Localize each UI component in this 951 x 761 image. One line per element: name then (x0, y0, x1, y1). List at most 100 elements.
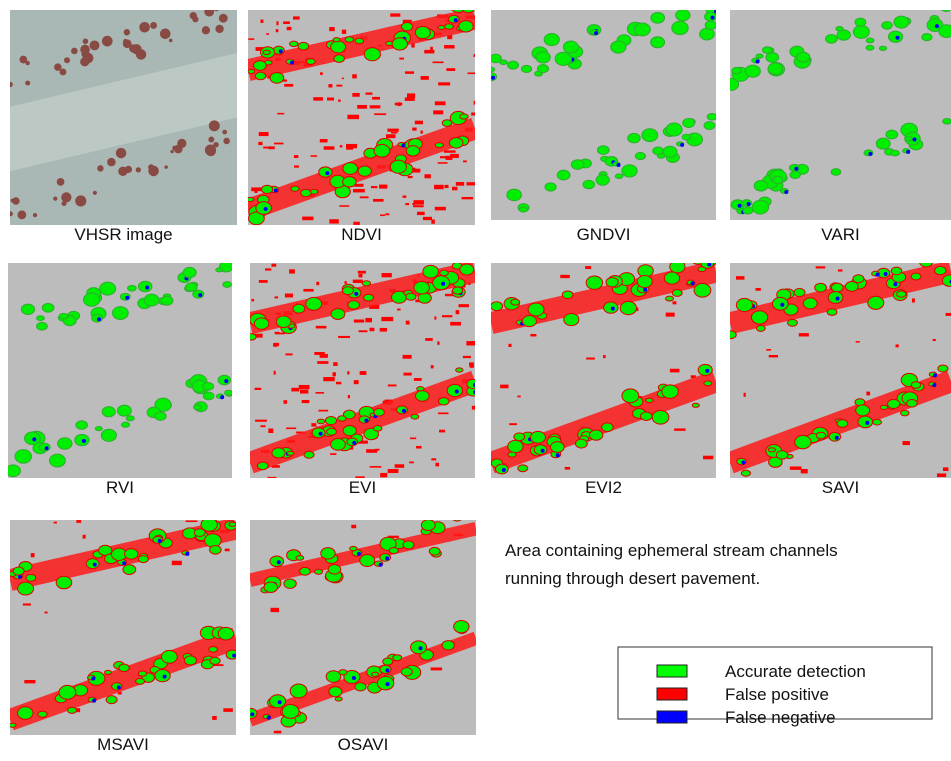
detection (284, 579, 296, 588)
noise (403, 355, 412, 359)
noise (933, 339, 936, 341)
noise (277, 113, 284, 115)
detection (940, 1, 951, 11)
detection (732, 67, 741, 73)
detection (106, 696, 117, 704)
noise (446, 68, 455, 71)
detection (911, 273, 921, 280)
missed (747, 202, 751, 206)
noise (329, 219, 338, 223)
noise (413, 200, 423, 204)
legend-label: False negative (725, 708, 836, 727)
panel: GNDVI (486, 4, 722, 244)
missed (364, 419, 368, 423)
detection (186, 283, 197, 291)
detection (891, 267, 902, 275)
noise (344, 281, 346, 284)
noise (424, 174, 430, 178)
noise (500, 385, 508, 389)
noise (450, 154, 459, 158)
detection (462, 4, 474, 13)
detection (9, 723, 16, 727)
detection (327, 428, 337, 435)
detection (442, 120, 452, 127)
detection (829, 432, 841, 441)
noise (421, 131, 423, 134)
detection (415, 27, 430, 39)
noise (766, 349, 771, 351)
noise (424, 50, 434, 54)
missed (250, 712, 254, 716)
noise (300, 390, 308, 394)
detection (389, 547, 398, 553)
shrub (123, 39, 132, 48)
detection (676, 10, 690, 21)
missed (198, 293, 202, 297)
detection (301, 189, 312, 197)
noise (466, 341, 477, 345)
detection (511, 299, 520, 305)
detection (795, 435, 811, 448)
detection (18, 582, 34, 595)
shrub (8, 211, 13, 216)
detection (102, 407, 115, 417)
noise (403, 373, 411, 376)
detection (272, 448, 285, 458)
detection (362, 281, 370, 286)
detection (544, 33, 559, 45)
noise (186, 520, 198, 522)
noise (434, 316, 436, 319)
noise (410, 438, 416, 440)
noise (433, 110, 443, 114)
detection (704, 122, 715, 130)
detection (254, 61, 267, 71)
detection (534, 445, 547, 455)
noise (380, 328, 387, 332)
detection (210, 546, 222, 555)
noise (391, 132, 397, 134)
detection (225, 390, 233, 395)
detection (683, 119, 695, 128)
detection (355, 683, 366, 691)
noise (403, 196, 407, 198)
detection (223, 282, 232, 288)
detection (922, 34, 932, 41)
missed (473, 383, 477, 387)
noise (286, 428, 296, 430)
detection (704, 381, 712, 386)
panel-image (486, 4, 722, 220)
detection (331, 309, 345, 320)
noise (380, 214, 385, 216)
noise (408, 176, 413, 178)
detection (374, 144, 390, 157)
noise (24, 680, 35, 683)
noise (703, 456, 713, 460)
noise (357, 105, 367, 109)
noise (452, 187, 457, 191)
detection (76, 421, 88, 430)
detection (125, 549, 139, 560)
missed (158, 539, 162, 543)
noise (423, 217, 432, 220)
detection (486, 73, 497, 81)
detection (564, 314, 579, 326)
detection (507, 189, 522, 201)
detection (442, 641, 454, 650)
noise (259, 132, 269, 136)
noise (438, 82, 450, 85)
missed (386, 682, 390, 686)
noise (359, 330, 368, 332)
noise (670, 369, 680, 373)
noise (442, 315, 452, 317)
missed (502, 468, 506, 472)
panel-image (9, 518, 239, 735)
detection (358, 166, 371, 176)
detection (321, 548, 335, 559)
noise (31, 553, 35, 557)
detection (247, 334, 257, 341)
missed (865, 421, 869, 425)
detection (414, 281, 430, 294)
detection (456, 368, 463, 372)
shrub (97, 165, 103, 171)
missed (611, 307, 615, 311)
